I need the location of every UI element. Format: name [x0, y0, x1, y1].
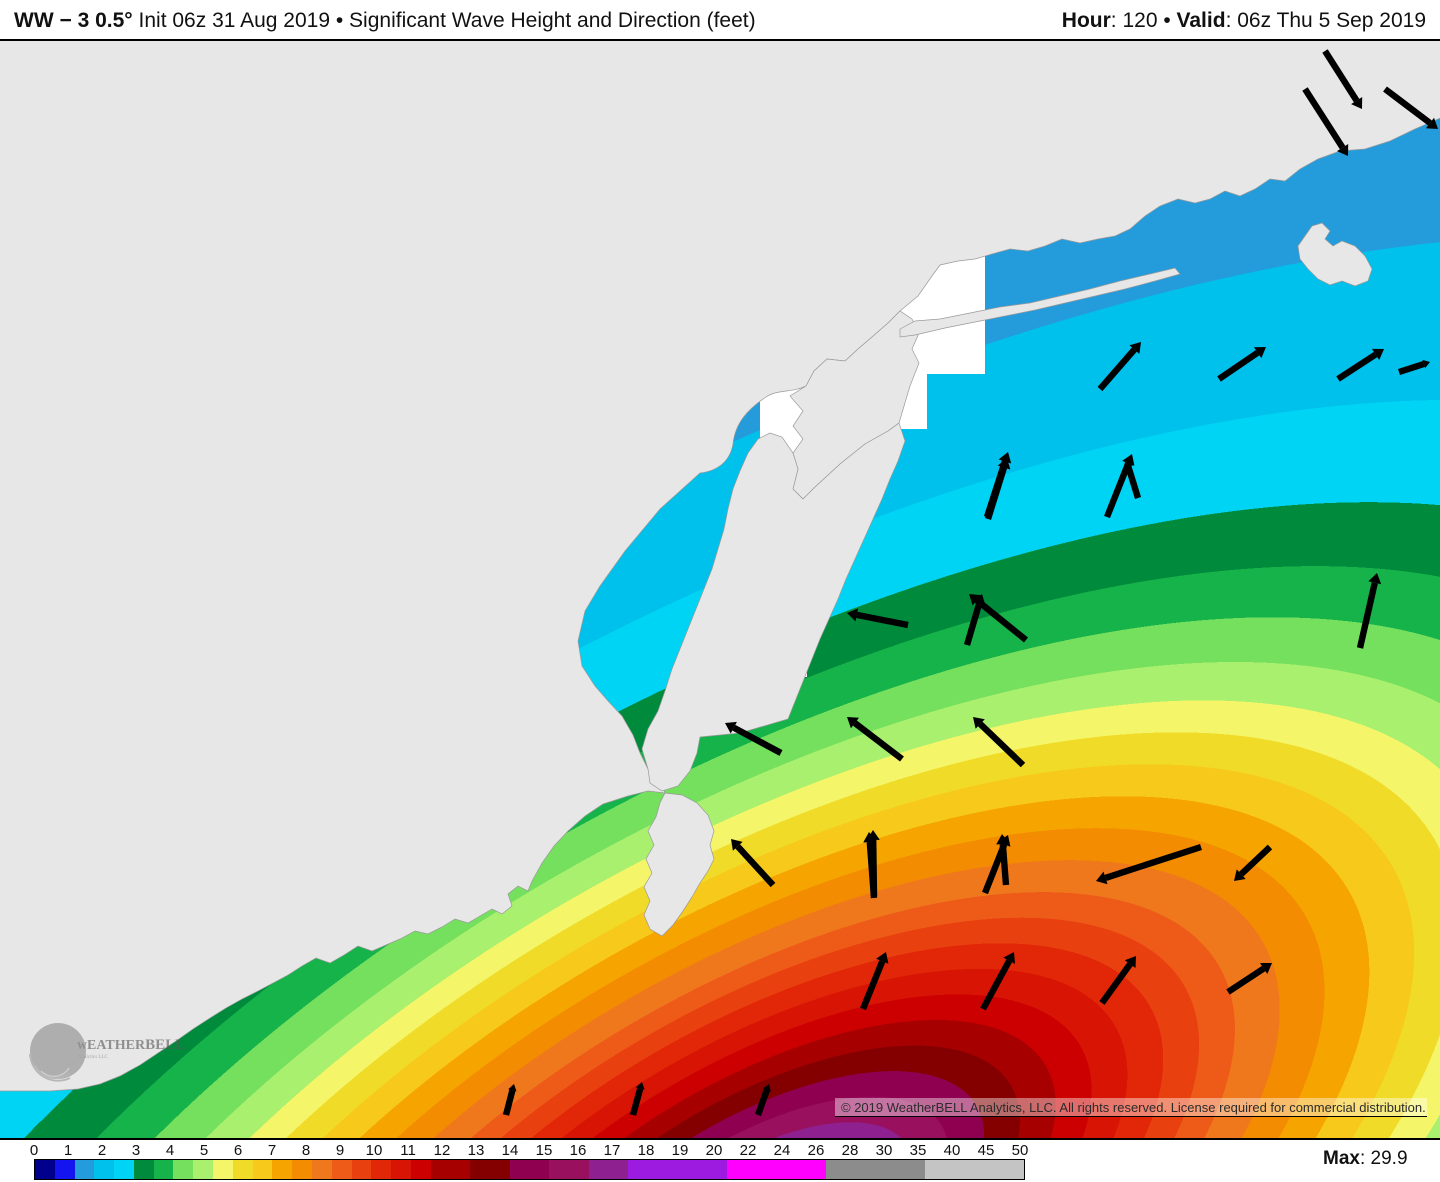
svg-text:WEATHERBELL: WEATHERBELL — [77, 1037, 185, 1053]
svg-text:Analytics LLC: Analytics LLC — [78, 1055, 109, 1060]
